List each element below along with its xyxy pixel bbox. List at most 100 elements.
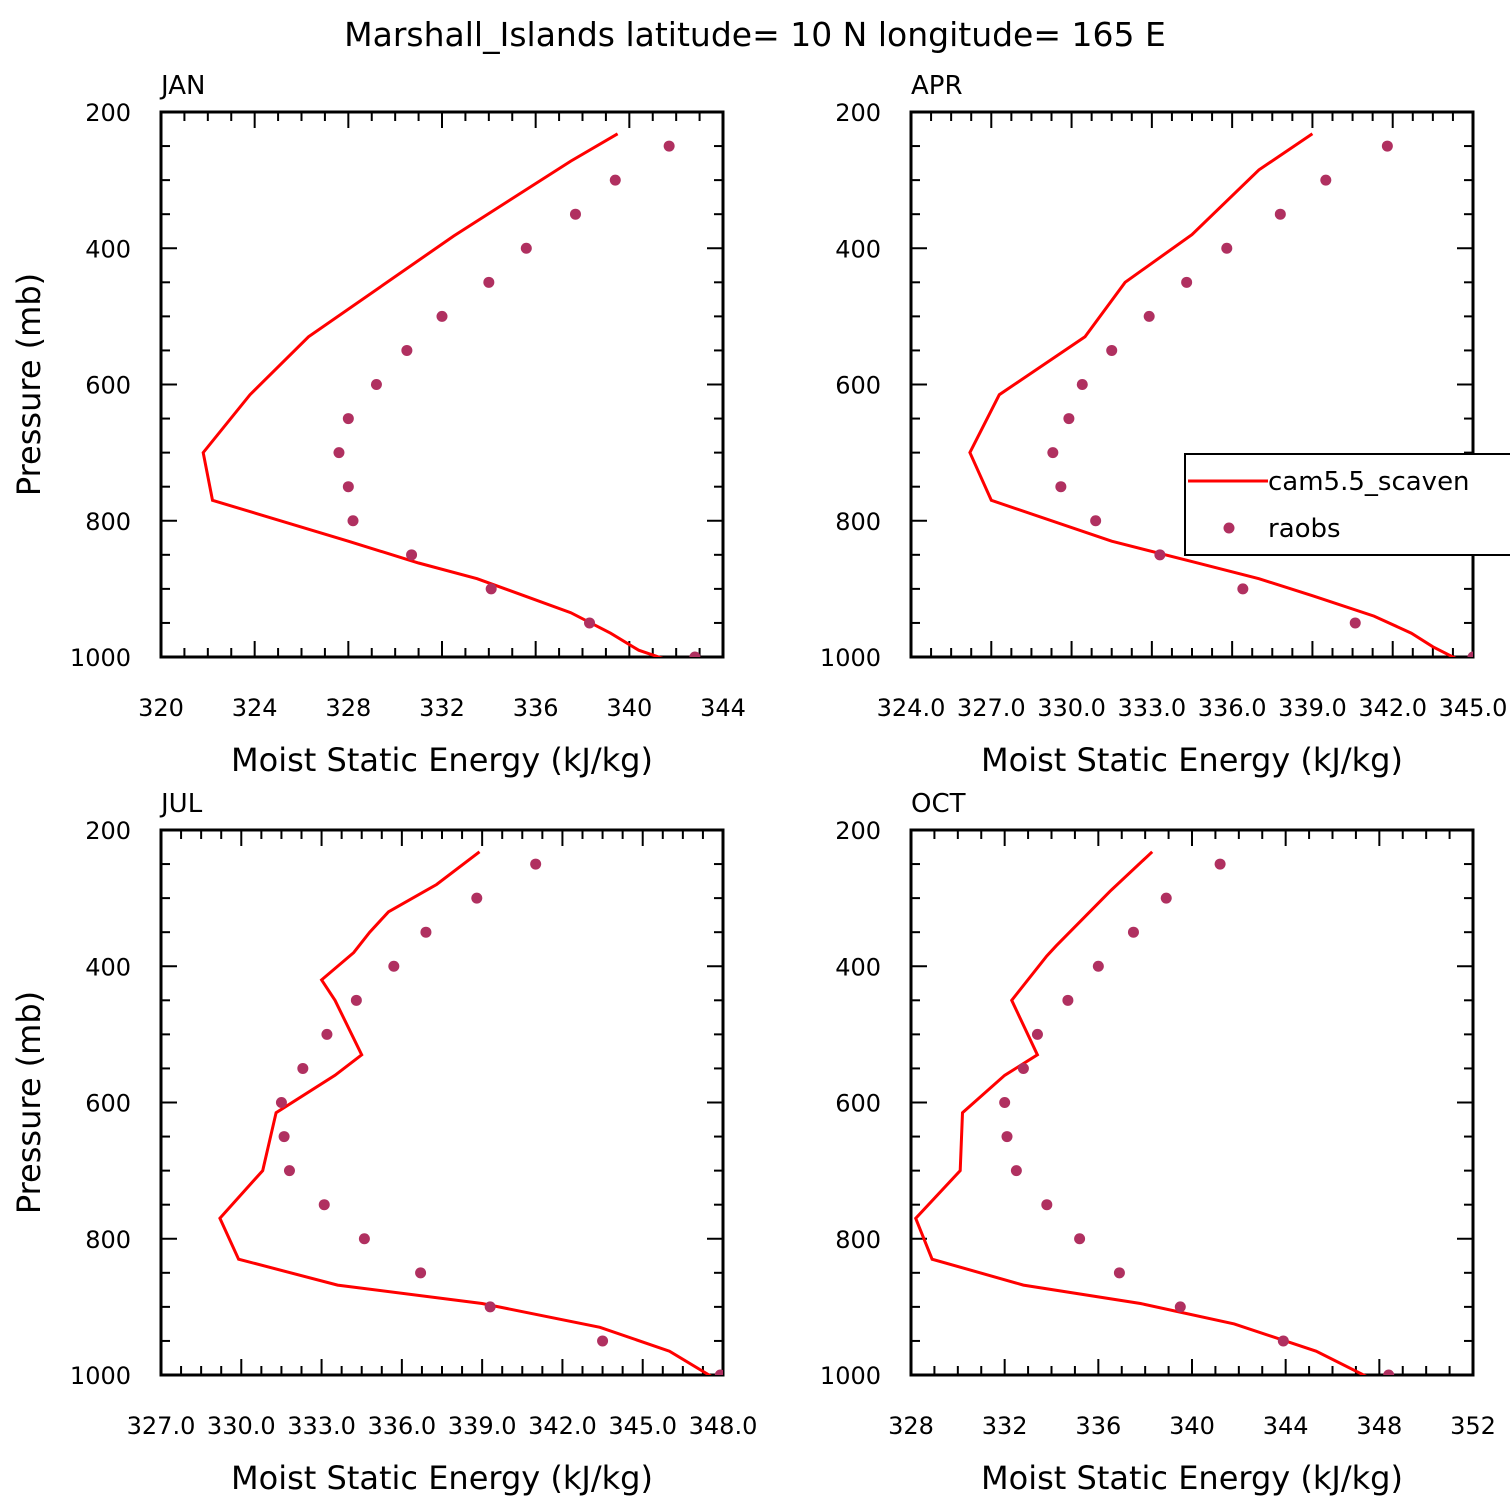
obs-point: [436, 310, 448, 322]
obs-point: [1381, 140, 1393, 152]
y-tick-label: 400: [835, 235, 881, 263]
obs-point: [1074, 1233, 1086, 1245]
plot-data: [218, 850, 723, 1375]
panel-label: JUL: [159, 789, 203, 819]
obs-point: [1221, 242, 1233, 254]
obs-point: [1047, 447, 1059, 459]
legend-box: [1184, 453, 1510, 556]
obs-point: [358, 1233, 370, 1245]
obs-point: [569, 208, 581, 220]
obs-point: [1154, 549, 1166, 561]
x-axis-label: Moist Static Energy (kJ/kg): [981, 1459, 1403, 1497]
obs-point: [321, 1028, 333, 1040]
obs-point: [1181, 276, 1193, 288]
x-axis-label: Moist Static Energy (kJ/kg): [231, 741, 653, 779]
obs-point: [1467, 651, 1473, 657]
obs-point: [1277, 1335, 1289, 1347]
main-title: Marshall_Islands latitude= 10 N longitud…: [344, 15, 1166, 54]
obs-point: [388, 960, 400, 972]
x-tick-label: 324.0: [877, 694, 946, 722]
obs-point: [1017, 1062, 1029, 1074]
plot-frame: [909, 110, 1475, 659]
obs-point: [484, 1301, 496, 1313]
y-tick-label: 1000: [70, 644, 131, 672]
obs-point: [609, 174, 621, 186]
model-line-oct: [913, 850, 1367, 1375]
obs-point: [342, 481, 354, 493]
y-tick-label: 800: [835, 1226, 881, 1254]
x-tick-label: 340: [606, 694, 652, 722]
y-tick-label: 800: [85, 1226, 131, 1254]
obs-point: [297, 1062, 309, 1074]
chart-panel-apr: APR 200 400 600 800 1000 324.0 327.0 330.0 333.0 3…: [820, 71, 1507, 779]
legend-obs-label: raobs: [1268, 514, 1341, 544]
obs-point: [584, 617, 596, 629]
x-tick-label: 345.0: [1439, 694, 1508, 722]
y-tick-label: 1000: [820, 1362, 881, 1390]
y-tick-label: 600: [85, 372, 131, 400]
x-tick-label: 328: [325, 694, 371, 722]
plot-frame: [909, 828, 1475, 1377]
x-tick-label: 328: [888, 1412, 934, 1440]
panel-label: JAN: [159, 71, 205, 101]
legend-model-label: cam5.5_scaven: [1268, 467, 1470, 497]
obs-point: [283, 1165, 295, 1177]
obs-point: [1320, 174, 1332, 186]
y-axis-label: Pressure (mb): [10, 991, 48, 1214]
y-tick-label: 1000: [70, 1362, 131, 1390]
obs-point: [1274, 208, 1286, 220]
x-tick-label: 336.0: [1198, 694, 1267, 722]
y-tick-label: 200: [835, 99, 881, 127]
plot-data: [968, 132, 1473, 657]
x-tick-label: 339.0: [448, 1412, 517, 1440]
obs-point: [1010, 1165, 1022, 1177]
obs-point: [1174, 1301, 1186, 1313]
obs-point: [415, 1267, 427, 1279]
obs-point: [999, 1097, 1011, 1108]
x-tick-label: 333.0: [1117, 694, 1186, 722]
x-axis-label: Moist Static Energy (kJ/kg): [231, 1459, 653, 1497]
y-tick-label: 600: [835, 1090, 881, 1118]
plot-frame: [159, 110, 725, 659]
obs-point: [275, 1097, 287, 1108]
plot-data: [913, 850, 1395, 1375]
obs-point: [1062, 994, 1074, 1006]
obs-point: [1055, 481, 1067, 493]
x-tick-label: 330.0: [207, 1412, 276, 1440]
obs-point: [663, 140, 675, 152]
x-tick-label: 327.0: [957, 694, 1026, 722]
y-tick-label: 200: [85, 99, 131, 127]
obs-point: [1092, 960, 1104, 972]
x-tick-label: 342.0: [528, 1412, 597, 1440]
obs-point: [347, 515, 359, 527]
obs-point: [1127, 926, 1139, 938]
x-tick-label: 344: [700, 694, 746, 722]
obs-point: [485, 583, 497, 595]
obs-point: [406, 549, 418, 561]
obs-point: [278, 1131, 290, 1143]
x-tick-label: 332: [419, 694, 465, 722]
y-tick-label: 600: [85, 1090, 131, 1118]
obs-point: [333, 447, 345, 459]
x-tick-label: 333.0: [287, 1412, 356, 1440]
obs-point: [1001, 1131, 1013, 1143]
x-tick-label: 332: [982, 1412, 1028, 1440]
obs-point: [689, 651, 701, 657]
plot-frame: [159, 828, 725, 1377]
y-axis-label: Pressure (mb): [10, 273, 48, 496]
obs-point: [350, 994, 362, 1006]
x-tick-label: 342.0: [1358, 694, 1427, 722]
model-line-jan: [201, 132, 664, 657]
obs-point: [471, 892, 483, 904]
x-tick-label: 324: [232, 694, 278, 722]
x-tick-label: 336.0: [367, 1412, 436, 1440]
obs-point: [342, 413, 354, 425]
y-tick-label: 200: [85, 817, 131, 845]
obs-point: [1041, 1199, 1053, 1211]
obs-point: [597, 1335, 609, 1347]
x-tick-label: 330.0: [1037, 694, 1106, 722]
y-tick-label: 200: [835, 817, 881, 845]
